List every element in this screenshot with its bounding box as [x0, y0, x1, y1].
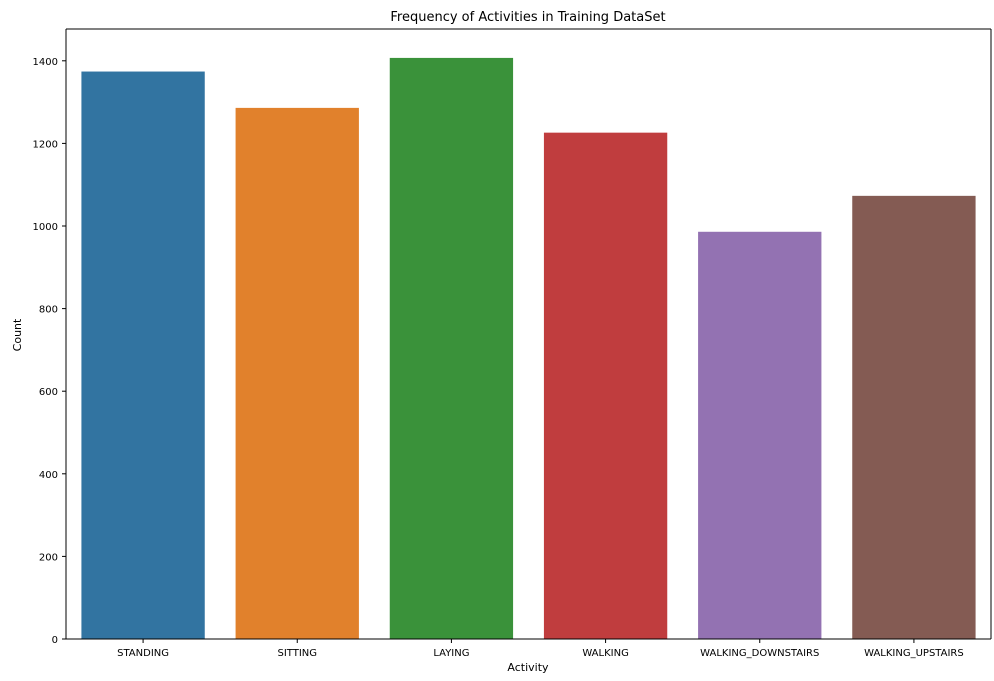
bars-layer — [81, 57, 976, 640]
bar-laying — [389, 57, 514, 640]
y-axis-label: Count — [11, 318, 24, 351]
x-tick-label: WALKING_DOWNSTAIRS — [700, 648, 819, 659]
x-tick-label: STANDING — [117, 648, 169, 659]
y-tick-label: 600 — [39, 387, 58, 398]
bar-walking-upstairs — [852, 195, 976, 639]
bar-walking — [543, 132, 668, 639]
x-tick-label: WALKING — [582, 648, 629, 659]
chart-title: Frequency of Activities in Training Data… — [390, 10, 665, 25]
y-tick-label: 800 — [39, 305, 58, 316]
y-tick-label: 400 — [39, 470, 58, 481]
y-tick-label: 1200 — [33, 139, 58, 150]
y-tick-label: 1000 — [33, 222, 58, 233]
x-axis: STANDING SITTING LAYING WALKING WALKING_DOWN… — [117, 639, 964, 659]
x-tick-label: LAYING — [433, 648, 469, 659]
bar-sitting — [235, 107, 359, 639]
y-tick-label: 0 — [52, 635, 58, 646]
y-tick-label: 1400 — [33, 57, 58, 68]
x-tick-label: WALKING_UPSTAIRS — [864, 648, 964, 659]
y-axis: 0 200 400 600 800 1000 1200 1400 — [33, 28, 992, 646]
bar-standing — [81, 71, 205, 640]
x-tick-label: SITTING — [277, 648, 317, 659]
y-tick-label: 200 — [39, 552, 58, 563]
bar-walking-downstairs — [698, 231, 822, 639]
x-axis-label: Activity — [507, 661, 549, 674]
